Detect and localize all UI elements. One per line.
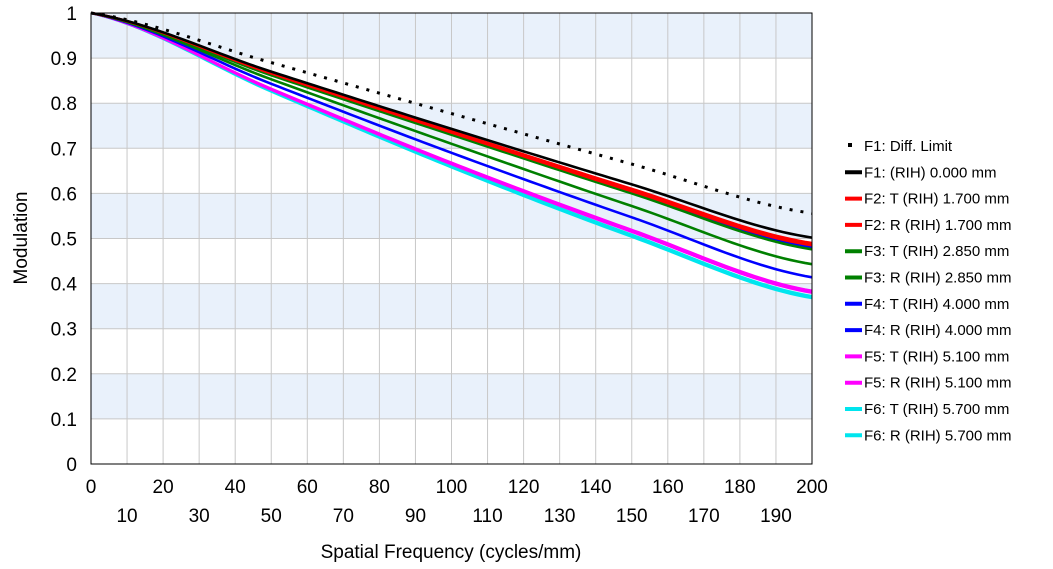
- legend-label: F1: (RIH) 0.000 mm: [864, 164, 997, 181]
- x-tick-label-minor: 70: [333, 506, 354, 527]
- x-tick-label-minor: 190: [760, 506, 792, 527]
- series-line: [90, 11, 813, 239]
- x-tick-label-minor: 30: [189, 506, 210, 527]
- x-tick-label-minor: 170: [688, 506, 720, 527]
- x-tick-label-minor: 150: [616, 506, 648, 527]
- y-axis-ticks: 0 0.1 0.2 0.3 0.4 0.5 0.6 0.7 0.8 0.9 1: [51, 4, 78, 476]
- series-lines: [90, 11, 813, 300]
- x-tick-label-major: 20: [153, 477, 174, 498]
- grid-lines: [91, 13, 812, 464]
- y-tick-label: 0.3: [51, 320, 77, 341]
- y-tick-label: 0.6: [51, 184, 77, 205]
- legend-label: F5: T (RIH) 5.100 mm: [864, 348, 1009, 365]
- legend-swatch: [848, 143, 852, 147]
- plot-frame: [90, 12, 813, 465]
- x-tick-label-major: 180: [724, 477, 756, 498]
- x-tick-label-minor: 110: [472, 506, 502, 527]
- y-tick-label: 0: [66, 455, 77, 476]
- y-tick-label: 0.2: [51, 365, 77, 386]
- y-tick-label: 0.4: [51, 275, 78, 296]
- x-tick-label-minor: 130: [544, 506, 576, 527]
- y-tick-label: 0.7: [51, 139, 77, 160]
- x-tick-label-major: 80: [369, 477, 390, 498]
- y-tick-label: 0.9: [51, 49, 77, 70]
- x-tick-label-major: 100: [436, 477, 468, 498]
- legend-label: F2: T (RIH) 1.700 mm: [864, 191, 1009, 208]
- x-tick-label-major: 200: [796, 477, 828, 498]
- x-tick-label-minor: 50: [261, 506, 282, 527]
- x-tick-label-minor: 90: [405, 506, 426, 527]
- y-tick-label: 0.5: [51, 230, 77, 251]
- y-tick-label: 0.8: [51, 94, 77, 115]
- legend-label: F6: R (RIH) 5.700 mm: [864, 427, 1012, 444]
- legend-label: F2: R (RIH) 1.700 mm: [864, 217, 1012, 234]
- y-tick-label: 0.1: [51, 410, 77, 431]
- y-tick-label: 1: [66, 4, 77, 25]
- x-tick-label-major: 160: [652, 477, 684, 498]
- x-tick-label-major: 60: [297, 477, 318, 498]
- series-line: [90, 11, 813, 266]
- legend-label: F1: Diff. Limit: [864, 138, 953, 155]
- x-axis-ticks: 0 20 40 60 80 100 120 140 160 180 200 10 30 50 70 90 110…: [86, 477, 828, 527]
- legend-label: F4: R (RIH) 4.000 mm: [864, 322, 1012, 339]
- x-tick-label-minor: 10: [116, 506, 137, 527]
- legend: F1: Diff. Limit F1: (RIH) 0.000 mm F2: T (…: [845, 138, 1012, 444]
- series-line: [90, 11, 813, 293]
- x-tick-label-major: 0: [86, 477, 97, 498]
- y-axis-label: Modulation: [11, 192, 32, 285]
- x-axis-label: Spatial Frequency (cycles/mm): [321, 542, 582, 563]
- legend-label: F3: R (RIH) 2.850 mm: [864, 270, 1012, 287]
- legend-label: F4: T (RIH) 4.000 mm: [864, 296, 1009, 313]
- legend-label: F6: T (RIH) 5.700 mm: [864, 401, 1009, 418]
- series-line: [90, 11, 813, 215]
- series-line: [90, 11, 813, 279]
- x-tick-label-major: 140: [580, 477, 612, 498]
- x-tick-label-major: 120: [508, 477, 540, 498]
- x-tick-label-major: 40: [225, 477, 246, 498]
- legend-label: F3: T (RIH) 2.850 mm: [864, 243, 1009, 260]
- legend-label: F5: R (RIH) 5.100 mm: [864, 375, 1012, 392]
